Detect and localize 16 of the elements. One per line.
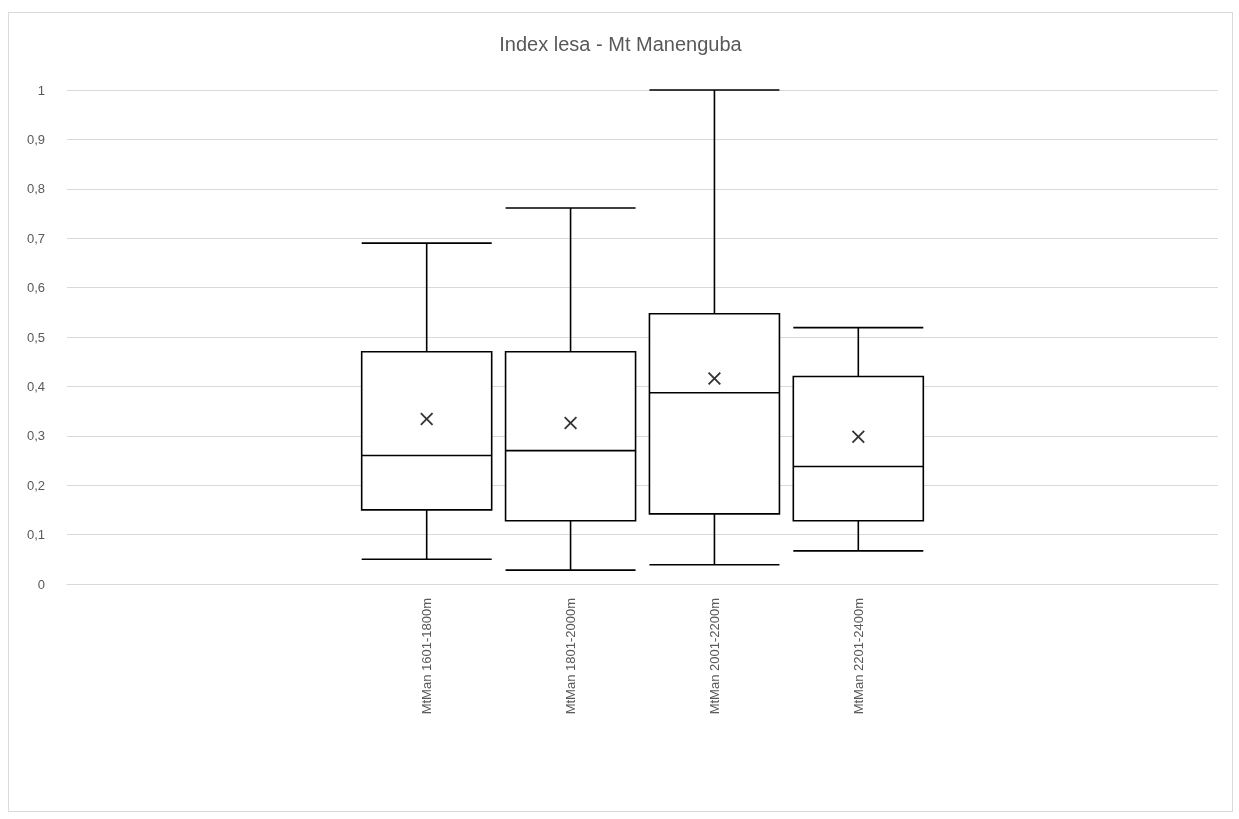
y-tick-label: 0,8	[26, 181, 45, 197]
y-tick-label: 0,4	[26, 378, 45, 394]
x-tick-label: MtMan 2001-2200m	[706, 598, 722, 715]
x-tick-label: MtMan 1601-1800m	[419, 598, 435, 715]
y-tick-label: 0,7	[26, 230, 45, 246]
y-tick-label: 0,2	[26, 477, 45, 493]
y-tick-label: 0,3	[26, 428, 45, 444]
x-tick-label: MtMan 1801-2000m	[563, 598, 579, 715]
x-tick-label: MtMan 2201-2400m	[850, 598, 866, 715]
y-tick-label: 1	[37, 82, 45, 98]
y-tick-label: 0,6	[26, 280, 45, 296]
y-tick-label: 0,1	[26, 527, 45, 543]
chart-title: Index lesa - Mt Manenguba	[499, 33, 743, 55]
y-tick-label: 0,5	[26, 329, 45, 345]
y-tick-label: 0,9	[26, 131, 45, 147]
y-tick-label: 0	[37, 576, 45, 592]
